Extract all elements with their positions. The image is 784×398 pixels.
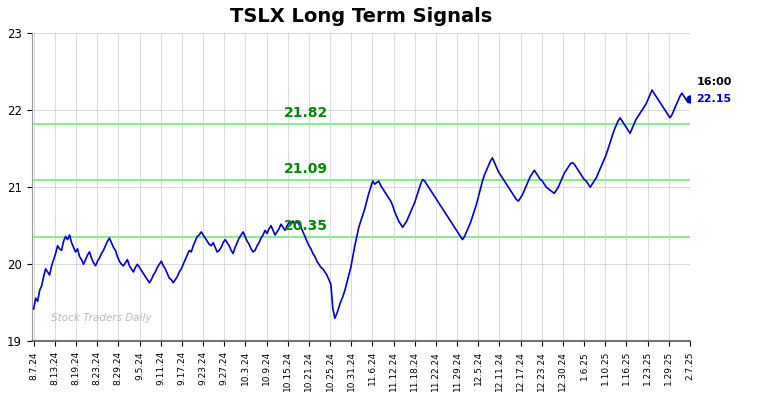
Text: Stock Traders Daily: Stock Traders Daily <box>52 313 152 323</box>
Text: 21.09: 21.09 <box>284 162 328 176</box>
Title: TSLX Long Term Signals: TSLX Long Term Signals <box>230 7 492 26</box>
Text: 22.15: 22.15 <box>696 94 731 103</box>
Text: 16:00: 16:00 <box>696 76 732 87</box>
Text: 21.82: 21.82 <box>284 106 328 120</box>
Text: 20.35: 20.35 <box>284 219 328 234</box>
